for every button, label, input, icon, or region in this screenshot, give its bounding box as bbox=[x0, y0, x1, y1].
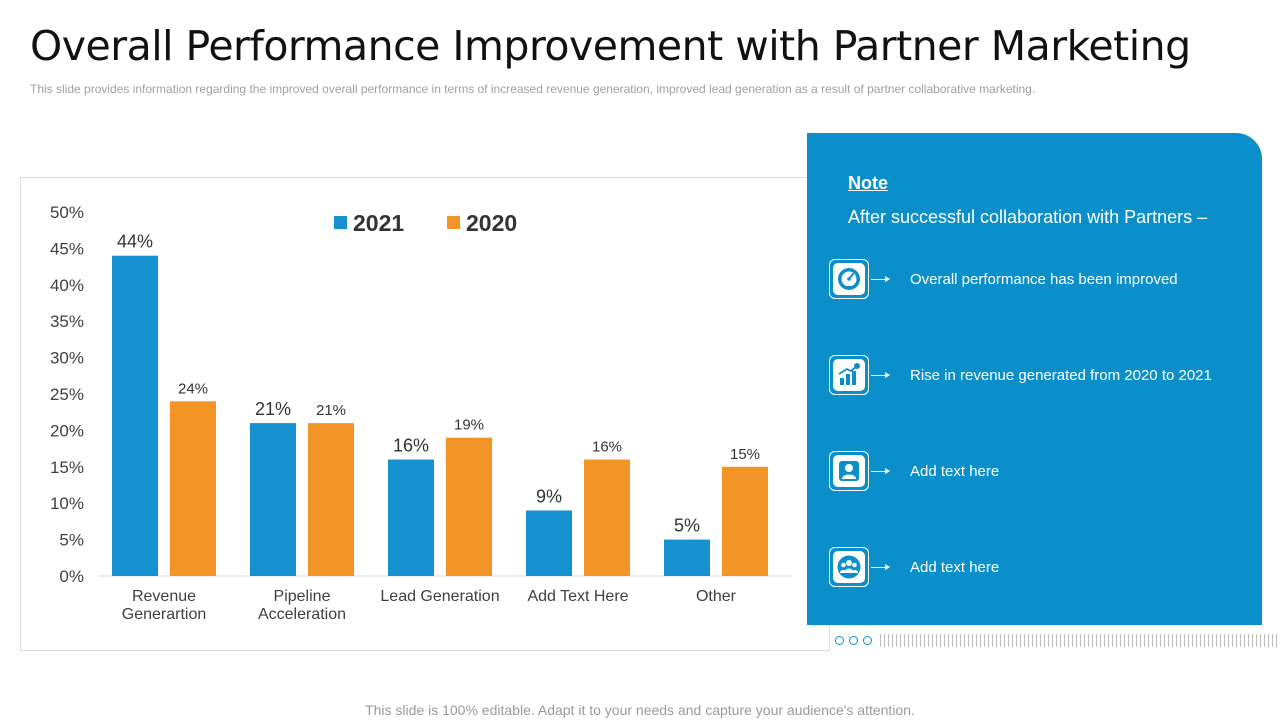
team-icon bbox=[829, 547, 869, 587]
user-icon bbox=[829, 451, 869, 491]
decorative-hatch bbox=[880, 634, 1278, 647]
y-tick-label: 20% bbox=[50, 421, 84, 440]
x-tick-label: Lead Generation bbox=[380, 588, 499, 605]
dot bbox=[849, 636, 858, 645]
growth-chart-icon bbox=[829, 355, 869, 395]
y-tick-label: 40% bbox=[50, 276, 84, 295]
data-label: 9% bbox=[536, 486, 562, 506]
note-title: Note bbox=[848, 173, 888, 193]
dot bbox=[835, 636, 844, 645]
speedometer-icon bbox=[829, 259, 869, 299]
y-tick-label: 10% bbox=[50, 494, 84, 513]
y-tick-label: 0% bbox=[59, 567, 84, 586]
y-tick-label: 30% bbox=[50, 349, 84, 368]
bar-2021 bbox=[388, 459, 434, 576]
bar-2021 bbox=[112, 255, 158, 576]
arrow-icon bbox=[871, 276, 890, 282]
legend-swatch bbox=[447, 216, 460, 229]
note-item-text: Overall performance has been improved bbox=[910, 271, 1178, 288]
arrow-icon bbox=[871, 564, 890, 570]
bar-2020 bbox=[722, 466, 768, 576]
x-tick-label: Acceleration bbox=[258, 606, 346, 623]
pagination-dots bbox=[835, 636, 872, 645]
bar-2021 bbox=[526, 510, 572, 576]
slide-subtitle: This slide provides information regardin… bbox=[30, 82, 1036, 96]
arrow-icon bbox=[871, 468, 890, 474]
x-tick-label: Add Text Here bbox=[527, 588, 628, 605]
note-item-text: Rise in revenue generated from 2020 to 2… bbox=[910, 367, 1212, 384]
bar-2020 bbox=[308, 423, 354, 576]
x-tick-label: Pipeline bbox=[274, 588, 331, 605]
arrow-icon bbox=[871, 372, 890, 378]
data-label: 21% bbox=[316, 402, 346, 419]
y-tick-label: 5% bbox=[59, 531, 84, 550]
dot bbox=[863, 636, 872, 645]
data-label: 24% bbox=[178, 380, 208, 397]
bar-2020 bbox=[584, 459, 630, 576]
note-item: Add text here bbox=[829, 451, 1249, 495]
note-item: Rise in revenue generated from 2020 to 2… bbox=[829, 355, 1249, 399]
legend-label: 2020 bbox=[466, 210, 517, 236]
note-item: Add text here bbox=[829, 547, 1249, 591]
y-tick-label: 15% bbox=[50, 458, 84, 477]
data-label: 16% bbox=[393, 436, 429, 456]
data-label: 16% bbox=[592, 439, 622, 456]
x-tick-label: Revenue bbox=[132, 588, 196, 605]
note-item-text: Add text here bbox=[910, 463, 1000, 480]
note-item: Overall performance has been improved bbox=[829, 259, 1249, 303]
bar-2020 bbox=[446, 437, 492, 576]
y-tick-label: 45% bbox=[50, 239, 84, 258]
y-tick-label: 25% bbox=[50, 385, 84, 404]
data-label: 44% bbox=[117, 232, 153, 252]
y-tick-label: 35% bbox=[50, 312, 84, 331]
note-item-text: Add text here bbox=[910, 559, 1000, 576]
x-tick-label: Generartion bbox=[122, 606, 207, 623]
data-label: 15% bbox=[730, 446, 760, 463]
data-label: 19% bbox=[454, 417, 484, 434]
data-label: 5% bbox=[674, 516, 700, 536]
note-heading: After successful collaboration with Part… bbox=[848, 207, 1208, 227]
bar-2020 bbox=[170, 401, 216, 576]
bar-2021 bbox=[250, 423, 296, 576]
note-panel: Note After successful collaboration with… bbox=[807, 133, 1262, 625]
y-tick-label: 50% bbox=[50, 203, 84, 222]
footer-note: This slide is 100% editable. Adapt it to… bbox=[365, 702, 915, 718]
legend-label: 2021 bbox=[353, 210, 404, 236]
bar-2021 bbox=[664, 539, 710, 576]
bar-chart: 0% 5% 10% 15% 20% 25% 30% 35% 40% 45% 50% 44% 24% Rev… bbox=[50, 203, 792, 623]
data-label: 21% bbox=[255, 399, 291, 419]
legend-swatch bbox=[334, 216, 347, 229]
x-tick-label: Other bbox=[696, 588, 737, 605]
slide-title: Overall Performance Improvement with Par… bbox=[30, 22, 1191, 70]
